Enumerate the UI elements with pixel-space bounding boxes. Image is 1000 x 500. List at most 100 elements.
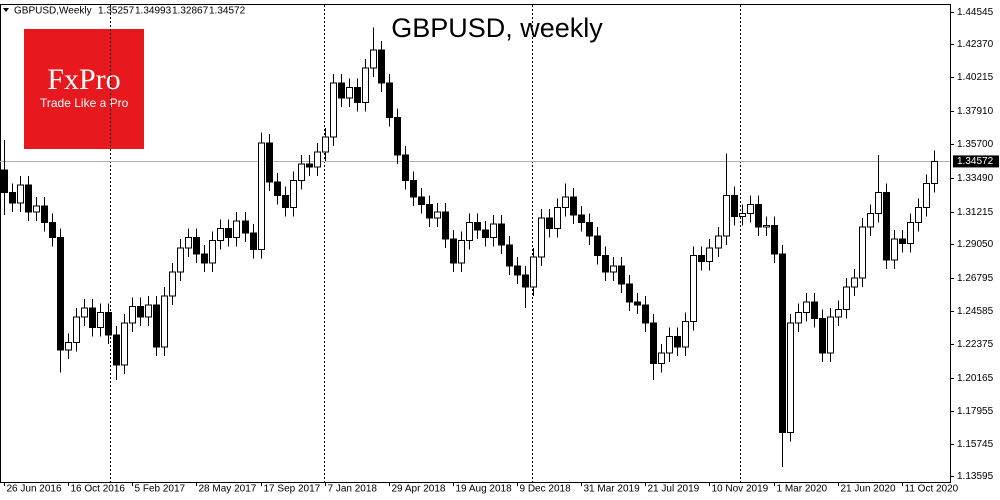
candle-body	[931, 160, 938, 184]
candle-body	[666, 336, 673, 354]
readout-value: 1.35257	[98, 6, 135, 17]
candle-body	[306, 163, 313, 168]
candle-body	[410, 180, 417, 198]
candle-body	[41, 205, 48, 223]
symbol-label: GBPUSD,Weekly	[14, 6, 92, 17]
candle-body	[370, 49, 377, 69]
candle-body	[747, 204, 754, 214]
candle-body	[803, 301, 810, 313]
candle-body	[610, 265, 617, 273]
candle-body	[731, 195, 738, 217]
candle-body	[185, 237, 192, 249]
y-tick-label: 1.33490	[957, 173, 994, 184]
candle-body	[586, 222, 593, 237]
candle-body	[426, 204, 433, 219]
candle-body	[875, 192, 882, 214]
x-tick-label: 9 Dec 2018	[520, 484, 572, 495]
candle-body	[618, 265, 625, 285]
candle-body	[907, 222, 914, 244]
logo-tagline: Trade Like a Pro	[40, 96, 129, 110]
x-tick-label: 21 Jun 2020	[841, 484, 896, 495]
x-tick-label: 28 May 2017	[199, 484, 257, 495]
candle-body	[891, 238, 898, 261]
x-tick-label: 26 Jun 2016	[7, 484, 62, 495]
candle-body	[658, 352, 665, 364]
candle-body	[346, 87, 353, 99]
y-tick-label: 1.44545	[957, 7, 994, 18]
candle-body	[418, 196, 425, 205]
x-tick-label: 31 Mar 2019	[584, 484, 641, 495]
candle-body	[899, 238, 906, 244]
logo-box	[24, 29, 144, 149]
candle-body	[314, 151, 321, 168]
candle-body	[458, 240, 465, 264]
candle-body	[915, 207, 922, 223]
candle-body	[843, 286, 850, 310]
candle-body	[498, 223, 505, 246]
candle-body	[258, 142, 265, 250]
candle-body	[739, 213, 746, 217]
candle-body	[698, 255, 705, 262]
candle-body	[153, 304, 160, 348]
candle-body	[274, 181, 281, 196]
candle-body	[682, 321, 689, 348]
x-tick-label: 1 Mar 2020	[777, 484, 828, 495]
candle-body	[923, 183, 930, 208]
candle-body	[779, 253, 786, 433]
chart-title: GBPUSD, weekly	[391, 13, 603, 43]
candle-body	[642, 304, 649, 324]
x-tick-label: 10 Nov 2019	[712, 484, 769, 495]
candle-body	[282, 195, 289, 208]
candle-body	[298, 163, 305, 181]
candle-body	[859, 226, 866, 279]
candle-body	[883, 192, 890, 261]
candle-body	[266, 142, 273, 183]
candle-body	[354, 87, 361, 103]
ohlc-readout: 1.35257 1.34993 1.32867 1.34572	[98, 6, 246, 17]
candle-body	[49, 222, 56, 238]
candle-body	[113, 334, 120, 366]
candle-body	[233, 220, 240, 238]
candle-body	[434, 211, 441, 219]
candle-body	[137, 306, 144, 318]
candle-body	[538, 217, 545, 258]
candle-body	[250, 232, 257, 250]
candle-body	[209, 240, 216, 264]
candle-body	[193, 237, 200, 255]
y-tick-label: 1.37910	[957, 106, 994, 117]
y-tick-label: 1.42370	[957, 39, 994, 50]
candle-body	[626, 283, 633, 303]
candle-body	[811, 301, 818, 319]
candle-body	[554, 207, 561, 229]
candle-body	[290, 180, 297, 208]
candle-body	[402, 154, 409, 181]
candle-body	[217, 228, 224, 241]
candle-body	[73, 316, 80, 343]
candle-body	[394, 117, 401, 156]
x-tick-label: 5 Feb 2017	[135, 484, 186, 495]
candle-body	[65, 342, 72, 351]
y-tick-label: 1.40215	[957, 72, 994, 83]
candle-body	[819, 318, 826, 354]
last-price-label: 1.34572	[957, 156, 994, 167]
candle-body	[17, 184, 24, 204]
candle-body	[169, 271, 176, 297]
x-tick-label: 7 Jan 2018	[328, 484, 378, 495]
candle-body	[851, 277, 858, 288]
y-tick-label: 1.15745	[957, 439, 994, 450]
candle-body	[715, 235, 722, 249]
candle-body	[450, 238, 457, 264]
y-tick-label: 1.20165	[957, 373, 994, 384]
candle-body	[9, 192, 16, 204]
candle-body	[602, 255, 609, 273]
candle-body	[145, 304, 152, 318]
x-tick-label: 17 Sep 2017	[264, 484, 321, 495]
candle-body	[690, 255, 697, 322]
candle-body	[787, 322, 794, 433]
candle-body	[650, 322, 657, 364]
x-tick-label: 29 Apr 2018	[392, 484, 446, 495]
candle-body	[177, 247, 184, 273]
candle-body	[482, 229, 489, 238]
